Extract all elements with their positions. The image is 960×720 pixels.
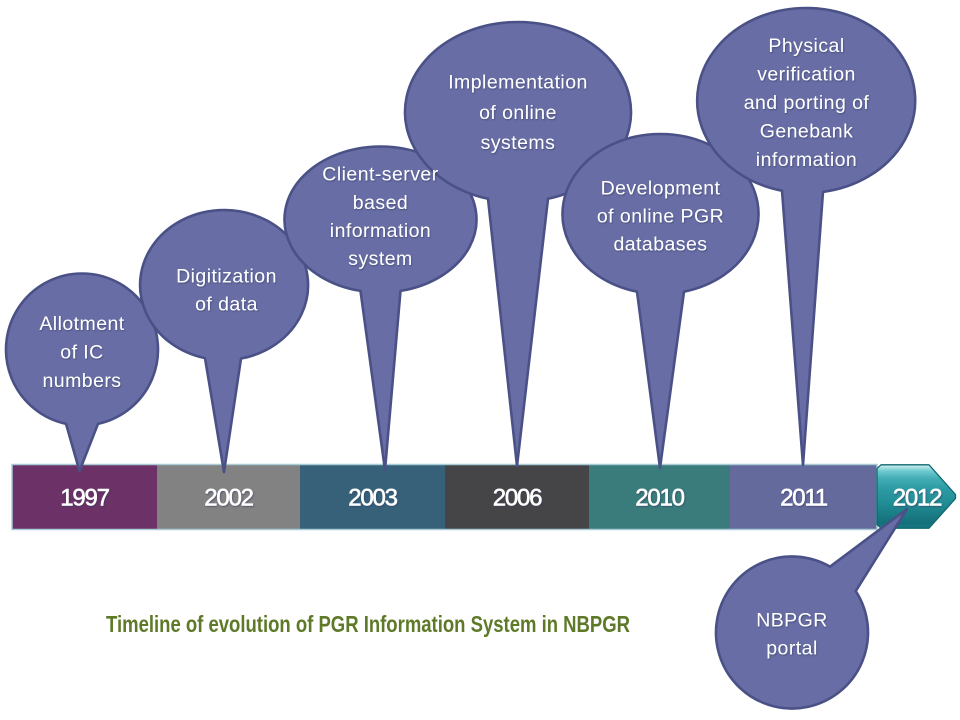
svg-text:of online PGR: of online PGR: [597, 206, 724, 228]
svg-text:of IC: of IC: [60, 342, 103, 364]
svg-text:numbers: numbers: [42, 370, 121, 392]
svg-text:and porting of: and porting of: [744, 92, 870, 114]
svg-text:2010: 2010: [635, 485, 684, 512]
svg-text:Digitization: Digitization: [176, 266, 277, 288]
svg-text:NBPGR: NBPGR: [756, 610, 828, 632]
svg-text:2003: 2003: [348, 485, 397, 512]
svg-text:verification: verification: [757, 64, 856, 86]
svg-text:of data: of data: [195, 294, 258, 316]
svg-text:databases: databases: [613, 234, 707, 256]
svg-text:2006: 2006: [493, 485, 542, 512]
svg-text:Implementation: Implementation: [448, 72, 588, 94]
svg-text:Allotment: Allotment: [39, 313, 124, 335]
svg-text:system: system: [348, 248, 412, 270]
svg-text:portal: portal: [766, 638, 817, 660]
svg-text:Development: Development: [601, 178, 721, 200]
svg-text:Timeline of evolution of PGR I: Timeline of evolution of PGR Information…: [106, 611, 630, 637]
svg-text:Client-server: Client-server: [322, 164, 438, 186]
svg-text:1997: 1997: [60, 485, 109, 512]
svg-text:2002: 2002: [204, 485, 253, 512]
svg-text:information: information: [756, 149, 857, 171]
svg-text:information: information: [330, 220, 431, 242]
svg-text:of online: of online: [479, 102, 557, 124]
svg-text:based: based: [353, 192, 408, 214]
svg-text:Physical: Physical: [768, 35, 844, 57]
svg-text:2011: 2011: [780, 485, 828, 512]
svg-text:2012: 2012: [893, 485, 942, 512]
svg-text:Genebank: Genebank: [760, 121, 854, 143]
svg-text:systems: systems: [481, 132, 556, 154]
